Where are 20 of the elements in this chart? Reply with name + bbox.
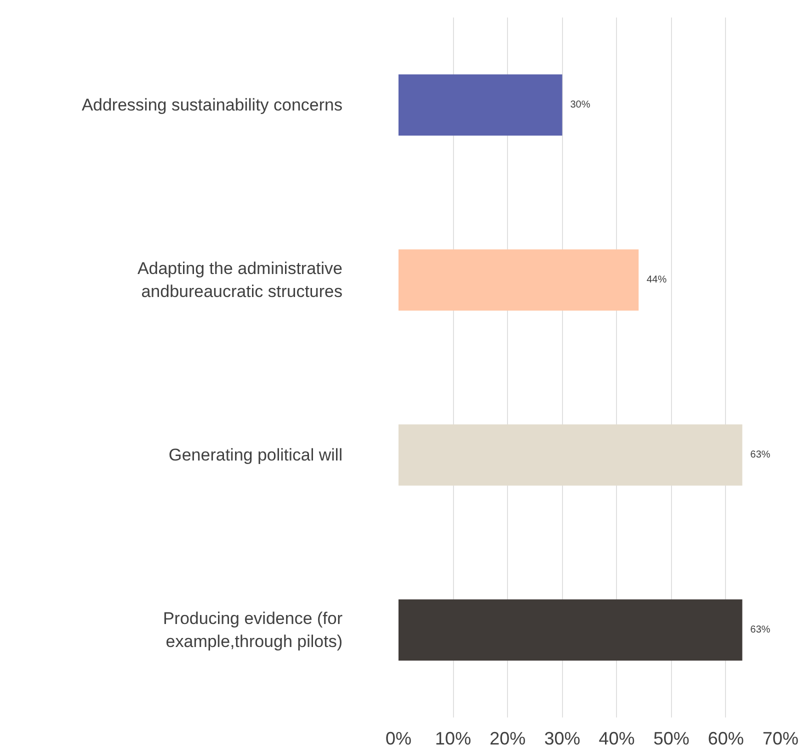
bar bbox=[398, 599, 742, 661]
x-tick-label: 0% bbox=[385, 728, 412, 748]
bar bbox=[398, 74, 562, 136]
x-tick-label: 70% bbox=[762, 728, 799, 748]
x-tick-label: 60% bbox=[708, 728, 744, 748]
y-tick-label: Addressing sustainability concerns bbox=[82, 96, 343, 114]
bar bbox=[398, 424, 742, 486]
data-label: 63% bbox=[750, 624, 770, 636]
y-tick-label: Adapting the administrative andbureaucratic structures bbox=[137, 259, 343, 301]
x-tick-label: 10% bbox=[435, 728, 472, 748]
data-label: 44% bbox=[646, 274, 667, 286]
x-tick-label: 30% bbox=[544, 728, 580, 748]
y-tick-label: Generating political will bbox=[168, 446, 343, 464]
bar bbox=[398, 249, 639, 311]
x-tick-label: 50% bbox=[653, 728, 690, 748]
x-tick-label: 40% bbox=[598, 728, 635, 748]
x-tick-label: 20% bbox=[490, 728, 526, 748]
data-label: 30% bbox=[570, 100, 590, 110]
data-label: 63% bbox=[750, 450, 770, 460]
y-tick-label: Producing evidence (for example,through pilots) bbox=[162, 609, 343, 651]
